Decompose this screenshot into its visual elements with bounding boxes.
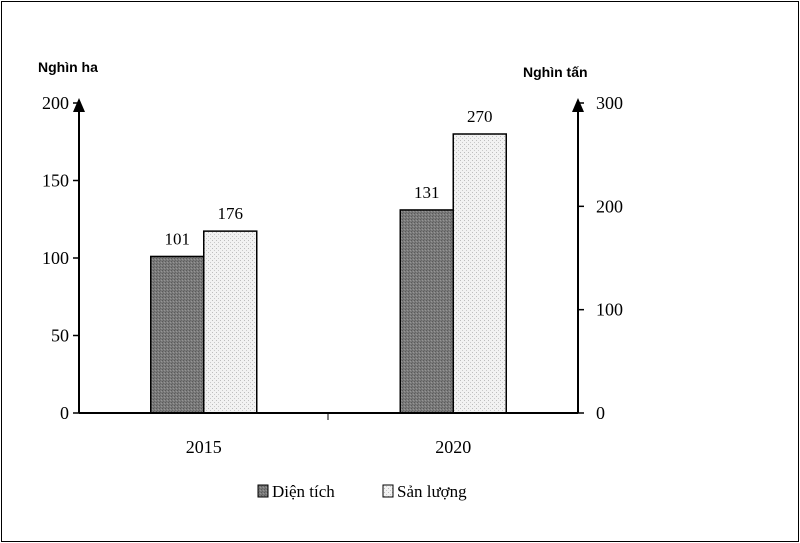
bar-data-labels: 101 176 131 270 [165, 107, 493, 248]
data-label-san-luong-2020: 270 [467, 107, 493, 126]
left-axis-tick-label: 200 [42, 93, 69, 113]
left-axis-tick-label: 50 [51, 326, 69, 346]
right-axis-tick-label: 200 [596, 196, 623, 216]
data-label-dien-tich-2015: 101 [165, 229, 191, 248]
left-axis-unit-label: Nghìn ha [38, 59, 98, 75]
left-axis-ticks: 0 50 100 150 200 [42, 93, 79, 423]
legend-label-san-luong: Sản lượng [397, 482, 467, 501]
right-axis-tick-label: 100 [596, 300, 623, 320]
right-axis-unit-label: Nghìn tấn [523, 64, 588, 80]
right-axis-ticks: 0 100 200 300 [578, 93, 623, 423]
bar-dien-tich-2015 [150, 255, 205, 414]
legend: Diện tích Sản lượng [257, 482, 467, 501]
left-axis-arrow [73, 98, 85, 112]
bar-san-luong-2020 [452, 133, 507, 414]
data-label-san-luong-2015: 176 [218, 204, 244, 223]
bars [150, 133, 507, 414]
right-axis-arrow [572, 98, 584, 112]
legend-swatch-dien-tich [257, 484, 269, 498]
category-label-2015: 2015 [186, 437, 222, 457]
bar-san-luong-2015 [203, 230, 258, 414]
left-axis-tick-label: 0 [60, 403, 69, 423]
bar-dien-tich-2020 [399, 209, 454, 414]
category-labels: 2015 2020 [186, 437, 472, 457]
category-label-2020: 2020 [435, 437, 471, 457]
left-axis-tick-label: 150 [42, 171, 69, 191]
left-axis-tick-label: 100 [42, 248, 69, 268]
data-label-dien-tich-2020: 131 [414, 183, 440, 202]
right-axis-tick-label: 0 [596, 403, 605, 423]
legend-swatch-san-luong [382, 484, 394, 498]
legend-label-dien-tich: Diện tích [272, 482, 335, 501]
right-axis-tick-label: 300 [596, 93, 623, 113]
